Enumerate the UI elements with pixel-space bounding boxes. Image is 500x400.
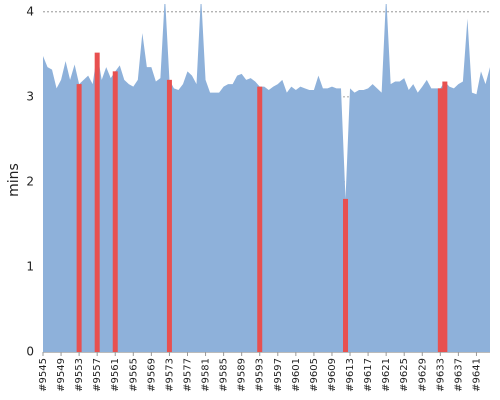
x-tick-label: #9585 [219,358,230,392]
area [43,4,490,352]
x-tick-label: #9597 [273,358,284,392]
x-tick-label: #9569 [146,358,157,392]
failed-build [76,84,82,353]
failed-build [112,71,118,353]
x-tick-label: #9613 [345,358,356,392]
failed-build [437,88,443,353]
y-axis-label: mins [6,163,22,197]
x-tick-label: #9621 [381,358,392,392]
x-tick-label: #9561 [110,358,121,392]
x-tick-label: #9601 [291,358,302,392]
x-tick-label: #9573 [164,358,175,392]
failed-build [94,52,100,353]
x-tick-label: #9549 [56,358,67,392]
failed-build [442,81,448,352]
x-tick-label: #9637 [453,358,464,392]
failed-build [257,86,263,352]
x-tick-label: #9545 [38,358,49,392]
x-tick-label: #9557 [92,358,103,392]
x-tick-label: #9641 [471,358,482,392]
x-tick-label: #9605 [309,358,320,392]
x-tick-label: #9593 [255,358,266,392]
y-tick-label: 3 [26,89,34,103]
failed-build [166,79,172,352]
y-tick-label: 1 [26,259,34,273]
x-tick-label: #9629 [417,358,428,392]
y-tick-label: 2 [26,174,34,188]
y-tick-label: 0 [26,345,34,359]
x-tick-label: #9617 [363,358,374,392]
x-tick-label: #9577 [182,358,193,392]
x-tick-label: #9625 [399,358,410,392]
x-tick-label: #9553 [74,358,85,392]
x-tick-label: #9609 [327,358,338,392]
failed-build [343,198,349,352]
x-tick-label: #9581 [201,358,212,392]
y-tick-label: 4 [26,4,34,18]
x-tick-label: #9589 [237,358,248,392]
x-tick-label: #9633 [435,358,446,392]
x-tick-label: #9565 [128,358,139,392]
